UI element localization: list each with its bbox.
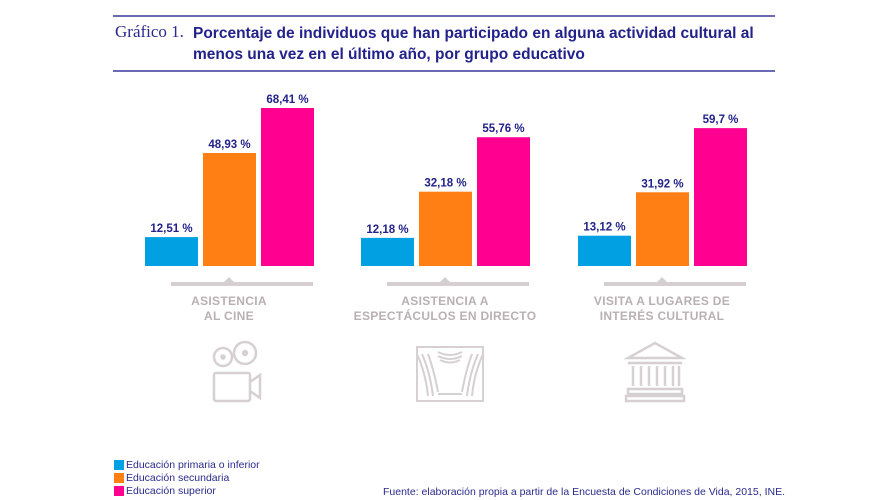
museum-building-icon [624, 341, 686, 403]
category-separator [387, 277, 529, 286]
bar-1-1 [145, 237, 198, 266]
theater-stage-icon [416, 346, 484, 402]
category-label: ASISTENCIA A ESPECTÁCULOS EN DIRECTO [345, 294, 545, 324]
figure-number: Gráfico 1. [115, 22, 184, 41]
data-label: 12,51 % [150, 223, 192, 235]
legend-label: Educación primaria o inferior [126, 458, 260, 471]
legend-item-secundaria: Educación secundaria [114, 471, 260, 484]
legend-swatch [114, 472, 124, 483]
bar-2-2 [419, 191, 472, 266]
category-label: VISITA A LUGARES DE INTERÉS CULTURAL [562, 294, 762, 324]
bar-3-1 [578, 235, 631, 266]
category-label-line: ASISTENCIA A [401, 294, 489, 308]
bar-2-3 [477, 137, 530, 266]
category-separator [604, 277, 746, 286]
data-label: 59,7 % [703, 114, 739, 126]
legend-swatch [114, 459, 124, 470]
film-camera-icon [212, 340, 262, 403]
category-label-line: VISITA A LUGARES DE [593, 294, 731, 308]
data-label: 68,41 % [266, 94, 308, 106]
category-label-line: ESPECTÁCULOS EN DIRECTO [353, 309, 537, 323]
data-label: 12,18 % [366, 224, 408, 236]
category-label-line: INTERÉS CULTURAL [599, 309, 725, 323]
title-bottom-rule [113, 70, 775, 72]
bar-3-3 [694, 128, 747, 266]
chart-title: Porcentaje de individuos que han partici… [193, 25, 754, 63]
data-label: 55,76 % [482, 123, 524, 135]
legend-item-superior: Educación superior [114, 484, 260, 497]
data-label: 13,12 % [583, 222, 625, 234]
category-label-line: AL CINE [204, 309, 254, 323]
legend-item-primaria: Educación primaria o inferior [114, 458, 260, 471]
legend-label: Educación superior [126, 484, 216, 497]
bar-2-1 [361, 237, 414, 266]
category-separator [171, 277, 313, 286]
bar-1-2 [203, 152, 256, 266]
source-note: Fuente: elaboración propia a partir de l… [383, 486, 785, 498]
data-label: 48,93 % [208, 139, 250, 151]
category-label-line: ASISTENCIA [191, 294, 267, 308]
title-top-rule [113, 15, 775, 17]
data-label: 32,18 % [424, 178, 466, 190]
legend-swatch [114, 485, 124, 496]
data-label: 31,92 % [641, 178, 683, 190]
category-label: ASISTENCIA AL CINE [129, 294, 329, 324]
bar-3-2 [636, 192, 689, 266]
bar-1-3 [261, 108, 314, 266]
legend-label: Educación secundaria [126, 471, 230, 484]
legend: Educación primaria o inferior Educación … [114, 458, 260, 497]
